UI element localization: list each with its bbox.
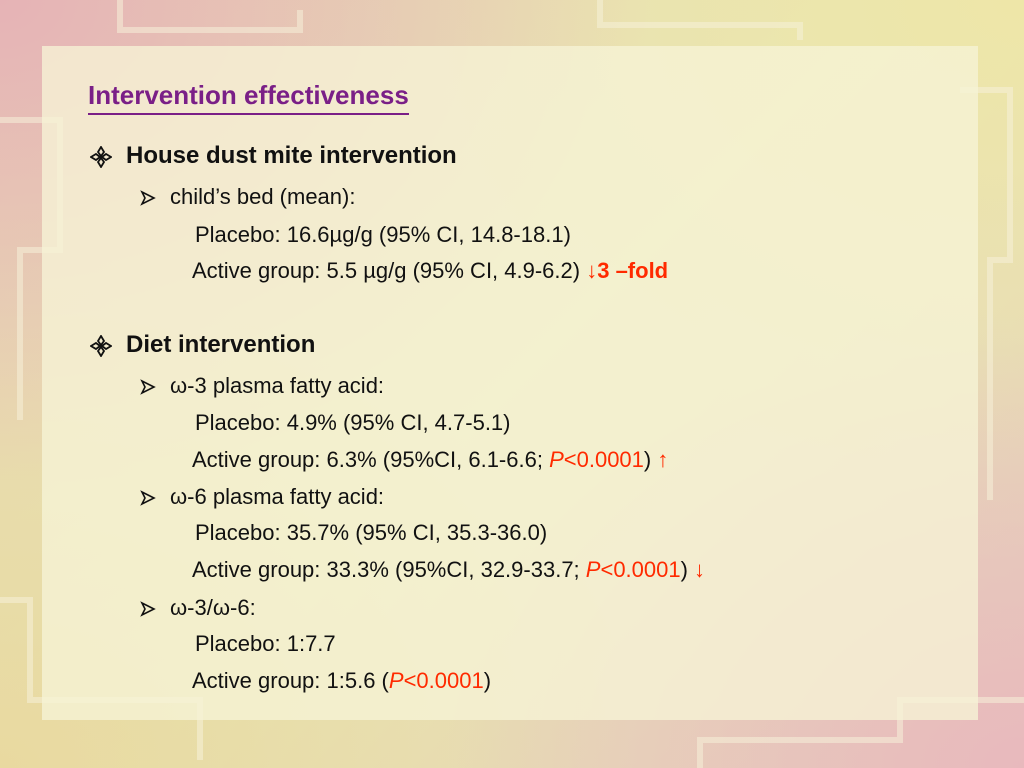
- slide-title: Intervention effectiveness: [88, 80, 409, 115]
- arrowhead-bullet-icon: [140, 601, 156, 617]
- arrowhead-bullet-icon: [140, 490, 156, 506]
- arrowhead-bullet-icon: [140, 379, 156, 395]
- p-letter: P: [388, 668, 404, 693]
- decrease-arrow: ↓: [687, 557, 706, 582]
- p-value: <0.0001: [600, 557, 681, 582]
- p-letter: P: [585, 557, 601, 582]
- sub-item-ratio: ω-3/ω-6:: [140, 595, 256, 621]
- arrowhead-bullet-icon: [140, 190, 156, 206]
- sub-item-label: ω-3 plasma fatty acid:: [170, 373, 385, 398]
- sub-item-label: child’s bed (mean):: [170, 184, 356, 209]
- sub-item-omega6: ω-6 plasma fatty acid:: [140, 484, 384, 510]
- omega6-placebo-line: Placebo: 35.7% (95% CI, 35.3-36.0): [195, 520, 548, 545]
- close-paren: ): [680, 557, 688, 582]
- sub-item-label: ω-6 plasma fatty acid:: [170, 484, 385, 509]
- sub-item-childs-bed: child’s bed (mean):: [140, 184, 355, 210]
- omega6-active-text: Active group: 33.3% (95%CI, 32.9-33.7;: [192, 557, 586, 582]
- mite-placebo-line: Placebo: 16.6µg/g (95% CI, 14.8-18.1): [195, 222, 571, 247]
- p-value: <0.0001: [563, 447, 644, 472]
- heading-diet: Diet intervention: [90, 331, 315, 359]
- content-panel: [42, 46, 978, 720]
- mite-active-text: Active group: 5.5 µg/g (95% CI, 4.9-6.2): [192, 258, 587, 283]
- p-value: <0.0001: [403, 668, 484, 693]
- close-paren: ): [643, 447, 652, 472]
- p-letter: P: [549, 447, 564, 472]
- ratio-active-text: Active group: 1:5.6 (: [192, 668, 389, 693]
- ratio-active-line: Active group: 1:5.6 (P<0.0001): [192, 668, 491, 694]
- increase-arrow: ↑: [651, 447, 669, 472]
- sub-item-label: ω-3/ω-6:: [170, 595, 256, 620]
- omega3-active-line: Active group: 6.3% (95%CI, 6.1-6.6; P<0.…: [192, 447, 668, 473]
- mite-fold-change: ↓3 –fold: [586, 258, 669, 283]
- diamond-bullet-icon: [90, 334, 112, 357]
- close-paren: ): [483, 668, 492, 693]
- omega3-placebo-line: Placebo: 4.9% (95% CI, 4.7-5.1): [195, 410, 511, 435]
- sub-item-omega3: ω-3 plasma fatty acid:: [140, 373, 384, 399]
- heading-text: House dust mite intervention: [126, 142, 457, 169]
- mite-active-line: Active group: 5.5 µg/g (95% CI, 4.9-6.2)…: [192, 258, 668, 284]
- omega3-active-text: Active group: 6.3% (95%CI, 6.1-6.6;: [192, 447, 550, 472]
- diamond-bullet-icon: [90, 145, 112, 168]
- heading-house-dust-mite: House dust mite intervention: [90, 142, 457, 170]
- omega6-active-line: Active group: 33.3% (95%CI, 32.9-33.7; P…: [192, 557, 705, 583]
- heading-text: Diet intervention: [126, 331, 316, 358]
- ratio-placebo-line: Placebo: 1:7.7: [195, 631, 336, 656]
